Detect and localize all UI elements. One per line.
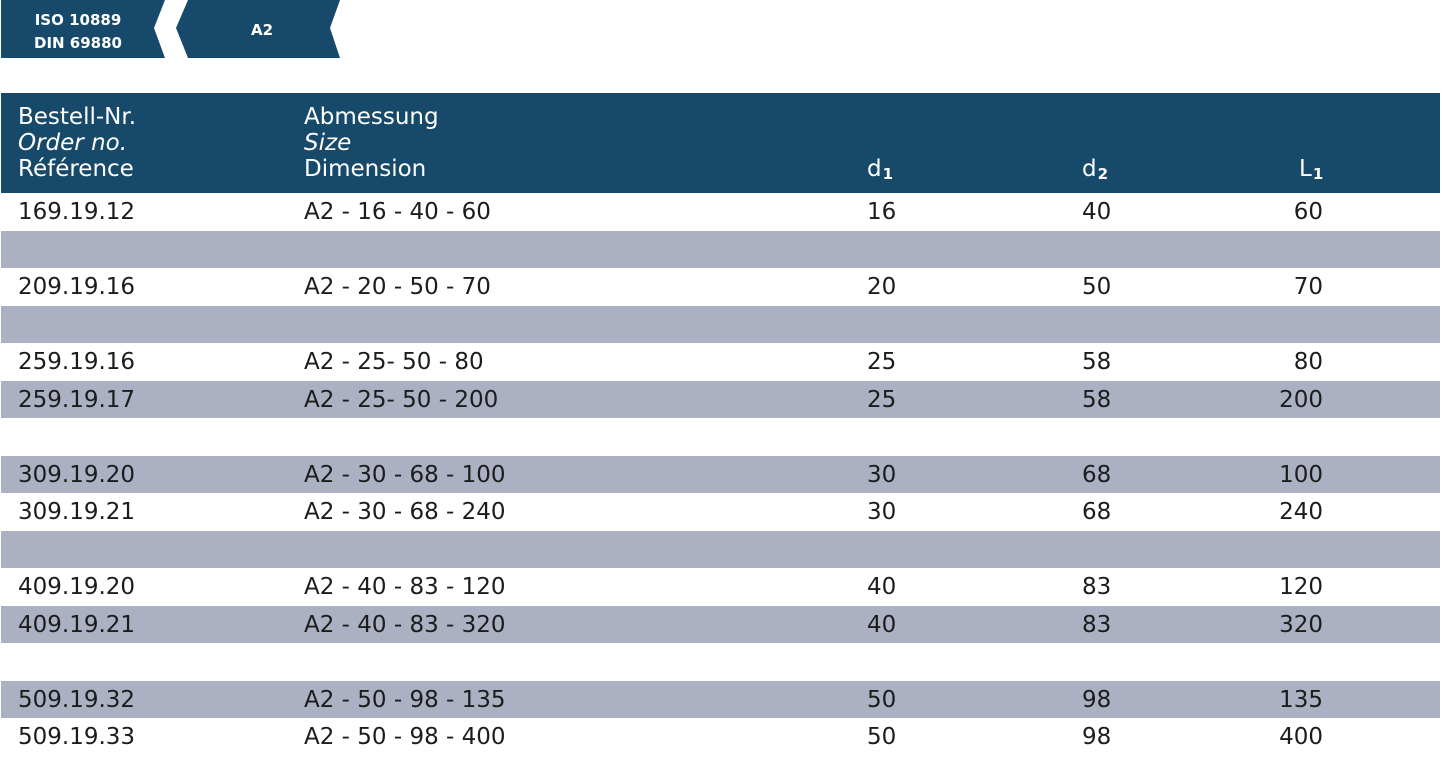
cell-d1: 30	[867, 499, 897, 525]
cell-d2: 50	[1082, 274, 1112, 300]
cell-d1: 50	[867, 686, 897, 713]
cell-l1: 120	[1279, 574, 1323, 600]
cell-l1: 200	[1279, 386, 1323, 413]
cell-size: A2 - 50 - 98 - 135	[304, 686, 506, 713]
header-size: Abmessung Size Dimension	[304, 104, 439, 182]
cell-d2: 83	[1082, 574, 1112, 600]
table-header: Bestell-Nr. Order no. Référence Abmessun…	[1, 93, 1440, 193]
cell-order-no: 409.19.21	[18, 611, 136, 638]
table-body: 169.19.12 A2 - 16 - 40 - 60 16 40 60 209…	[1, 193, 1440, 756]
header-size-de: Abmessung	[304, 104, 439, 130]
cell-d1: 25	[867, 349, 897, 375]
cell-l1: 60	[1293, 199, 1323, 225]
cell-size: A2 - 20 - 50 - 70	[304, 274, 491, 300]
table-row: 509.19.33 A2 - 50 - 98 - 400 50 98 400	[1, 718, 1440, 756]
table-row	[1, 418, 1440, 456]
table-row: 309.19.20 A2 - 30 - 68 - 100 30 68 100	[1, 455, 1440, 493]
cell-size: A2 - 25- 50 - 80	[304, 349, 484, 375]
cell-l1: 70	[1293, 274, 1323, 300]
header-l1-sub: 1	[1312, 165, 1324, 183]
tab-type[interactable]: A2	[250, 21, 274, 39]
cell-l1: 320	[1279, 611, 1323, 638]
tab-shapes	[1, 0, 340, 58]
cell-l1: 100	[1279, 461, 1323, 488]
tab-standard-shape	[1, 0, 165, 58]
table-row: 309.19.21 A2 - 30 - 68 - 240 30 68 240	[1, 493, 1440, 531]
table-row	[1, 530, 1440, 568]
cell-d1: 25	[867, 386, 897, 413]
cell-l1: 240	[1279, 499, 1323, 525]
header-d1-base: d	[867, 156, 882, 182]
cell-order-no: 409.19.20	[18, 574, 136, 600]
table-row	[1, 643, 1440, 681]
cell-d1: 40	[867, 611, 897, 638]
tab-type-shape	[176, 0, 340, 58]
header-order-en: Order no.	[18, 130, 136, 156]
cell-size: A2 - 30 - 68 - 100	[304, 461, 506, 488]
standard-tabs: ISO 10889 DIN 69880 A2	[0, 0, 400, 58]
cell-d2: 68	[1082, 461, 1112, 488]
header-d2-base: d	[1082, 156, 1097, 182]
cell-d1: 40	[867, 574, 897, 600]
header-size-en: Size	[304, 130, 439, 156]
cell-d1: 50	[867, 724, 897, 750]
table-row: 169.19.12 A2 - 16 - 40 - 60 16 40 60	[1, 193, 1440, 231]
header-d2-sub: 2	[1097, 165, 1109, 183]
cell-order-no: 309.19.21	[18, 499, 136, 525]
cell-d2: 58	[1082, 386, 1112, 413]
cell-size: A2 - 30 - 68 - 240	[304, 499, 506, 525]
cell-order-no: 509.19.33	[18, 724, 136, 750]
cell-size: A2 - 16 - 40 - 60	[304, 199, 491, 225]
cell-d2: 58	[1082, 349, 1112, 375]
cell-size: A2 - 50 - 98 - 400	[304, 724, 506, 750]
cell-d1: 16	[867, 199, 897, 225]
cell-l1: 400	[1279, 724, 1323, 750]
header-size-en-text: Size	[304, 130, 352, 156]
table-row: 209.19.16 A2 - 20 - 50 - 70 20 50 70	[1, 268, 1440, 306]
cell-d2: 98	[1082, 686, 1112, 713]
cell-size: A2 - 40 - 83 - 120	[304, 574, 506, 600]
cell-order-no: 169.19.12	[18, 199, 136, 225]
cell-order-no: 209.19.16	[18, 274, 136, 300]
tab-standard-line2: DIN 69880	[34, 34, 122, 52]
cell-order-no: 259.19.16	[18, 349, 136, 375]
tab-standard[interactable]: ISO 10889 DIN 69880	[18, 9, 138, 55]
table-row: 259.19.16 A2 - 25- 50 - 80 25 58 80	[1, 343, 1440, 381]
header-l1-base: L	[1299, 156, 1312, 182]
header-d2: d2	[1082, 156, 1108, 187]
header-d1: d1	[867, 156, 893, 187]
table-row: 409.19.20 A2 - 40 - 83 - 120 40 83 120	[1, 568, 1440, 606]
cell-d2: 98	[1082, 724, 1112, 750]
cell-order-no: 309.19.20	[18, 461, 136, 488]
table-row	[1, 230, 1440, 268]
cell-size: A2 - 25- 50 - 200	[304, 386, 499, 413]
header-order-fr: Référence	[18, 156, 134, 182]
cell-d1: 20	[867, 274, 897, 300]
table-row: 259.19.17 A2 - 25- 50 - 200 25 58 200	[1, 380, 1440, 418]
cell-d1: 30	[867, 461, 897, 488]
product-table: Bestell-Nr. Order no. Référence Abmessun…	[1, 93, 1440, 756]
tab-standard-line1: ISO 10889	[34, 11, 122, 29]
cell-l1: 80	[1293, 349, 1323, 375]
cell-d2: 83	[1082, 611, 1112, 638]
cell-d2: 40	[1082, 199, 1112, 225]
header-l1: L1	[1299, 156, 1323, 187]
header-order-en-text: Order no.	[18, 130, 128, 156]
header-size-fr: Dimension	[304, 156, 427, 182]
table-row: 409.19.21 A2 - 40 - 83 - 320 40 83 320	[1, 605, 1440, 643]
header-order-de: Bestell-Nr.	[18, 104, 137, 130]
cell-l1: 135	[1279, 686, 1323, 713]
table-row: 509.19.32 A2 - 50 - 98 - 135 50 98 135	[1, 680, 1440, 718]
cell-order-no: 259.19.17	[18, 386, 136, 413]
table-row	[1, 305, 1440, 343]
header-order-no: Bestell-Nr. Order no. Référence	[18, 104, 136, 182]
cell-order-no: 509.19.32	[18, 686, 136, 713]
header-d1-sub: 1	[882, 165, 894, 183]
cell-d2: 68	[1082, 499, 1112, 525]
cell-size: A2 - 40 - 83 - 320	[304, 611, 506, 638]
